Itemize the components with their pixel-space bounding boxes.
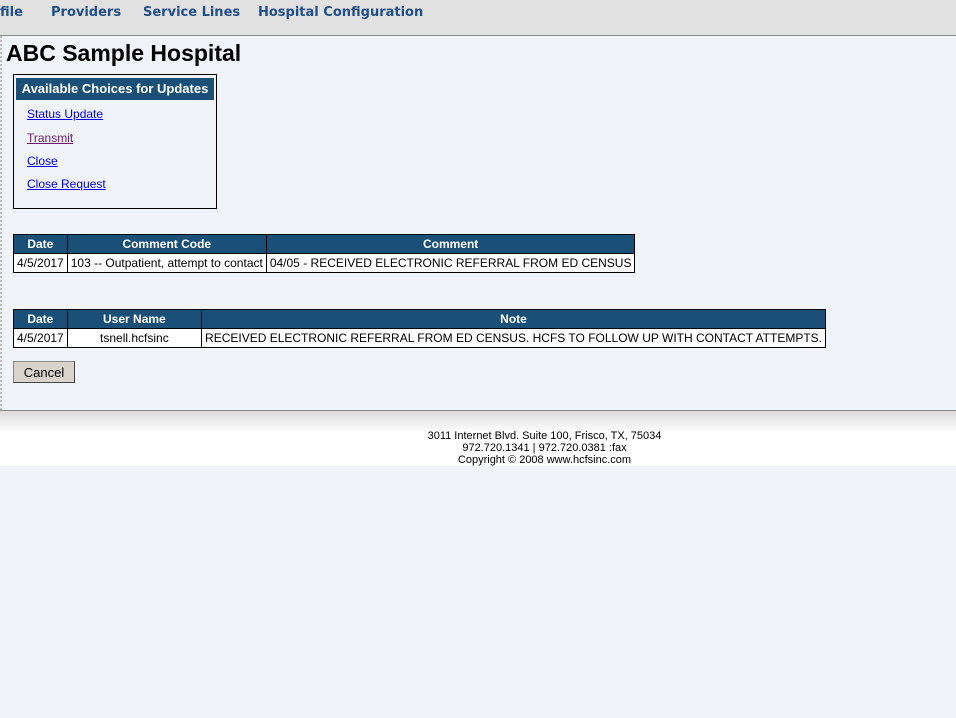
top-nav: file Providers Service Lines Hospital Co… [0, 0, 956, 36]
close-link[interactable]: Close [27, 154, 58, 168]
table-header: Date User Name Note [13, 309, 826, 329]
nav-hospital-configuration[interactable]: Hospital Configuration [258, 5, 424, 20]
table-row: 4/5/2017 tsnell.hcfsinc RECEIVED ELECTRO… [13, 328, 826, 348]
cell-user-name: tsnell.hcfsinc [66, 328, 203, 348]
footer: 3011 Internet Blvd. Suite 100, Frisco, T… [0, 410, 956, 466]
col-user-name: User Name [66, 309, 203, 329]
page-title: ABC Sample Hospital [6, 40, 242, 66]
cell-comment-code: 103 -- Outpatient, attempt to contact [66, 253, 267, 273]
table-row: 4/5/2017 103 -- Outpatient, attempt to c… [13, 253, 636, 273]
status-update-link[interactable]: Status Update [27, 107, 104, 121]
col-date: Date [13, 234, 68, 254]
choices-panel: Available Choices for Updates Status Upd… [13, 74, 217, 209]
col-comment: Comment [265, 234, 636, 254]
cell-date: 4/5/2017 [13, 253, 68, 273]
notes-table: Date User Name Note 4/5/2017 tsnell.hcfs… [13, 309, 826, 348]
cell-note: RECEIVED ELECTRONIC REFERRAL FROM ED CEN… [201, 328, 826, 348]
nav-service-lines[interactable]: Service Lines [143, 5, 241, 20]
cell-comment: 04/05 - RECEIVED ELECTRONIC REFERRAL FRO… [265, 253, 636, 273]
col-comment-code: Comment Code [66, 234, 267, 254]
col-date: Date [13, 309, 68, 329]
nav-profile[interactable]: file [0, 5, 23, 20]
comments-table: Date Comment Code Comment 4/5/2017 103 -… [13, 234, 636, 273]
main-content [0, 36, 956, 410]
cancel-button[interactable]: Cancel [13, 361, 75, 383]
choices-title: Available Choices for Updates [16, 78, 214, 100]
close-request-link[interactable]: Close Request [27, 177, 106, 191]
nav-providers[interactable]: Providers [51, 5, 122, 20]
footer-copyright: Copyright © 2008 www.hcfsinc.com [457, 454, 632, 466]
col-note: Note [201, 309, 826, 329]
footer-address: 3011 Internet Blvd. Suite 100, Frisco, T… [427, 430, 662, 442]
table-header: Date Comment Code Comment [13, 234, 636, 254]
footer-phone: 972.720.1341 | 972.720.0381 :fax [462, 442, 627, 454]
cell-date: 4/5/2017 [13, 328, 68, 348]
transmit-link[interactable]: Transmit [27, 131, 74, 145]
